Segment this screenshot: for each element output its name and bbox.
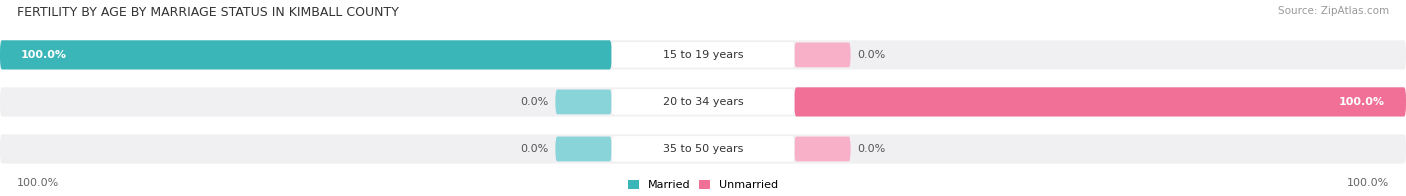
Text: 35 to 50 years: 35 to 50 years — [662, 144, 744, 154]
Text: 0.0%: 0.0% — [858, 50, 886, 60]
FancyBboxPatch shape — [555, 137, 612, 161]
FancyBboxPatch shape — [612, 136, 794, 162]
FancyBboxPatch shape — [0, 87, 1406, 116]
Text: 100.0%: 100.0% — [17, 178, 59, 188]
FancyBboxPatch shape — [794, 43, 851, 67]
Text: 20 to 34 years: 20 to 34 years — [662, 97, 744, 107]
Text: 0.0%: 0.0% — [520, 144, 548, 154]
Text: 0.0%: 0.0% — [520, 97, 548, 107]
Legend: Married, Unmarried: Married, Unmarried — [627, 180, 779, 191]
Text: 100.0%: 100.0% — [1339, 97, 1385, 107]
FancyBboxPatch shape — [0, 40, 1406, 69]
Text: 100.0%: 100.0% — [21, 50, 67, 60]
FancyBboxPatch shape — [794, 87, 1406, 116]
FancyBboxPatch shape — [0, 40, 612, 69]
FancyBboxPatch shape — [794, 137, 851, 161]
Text: 100.0%: 100.0% — [1347, 178, 1389, 188]
FancyBboxPatch shape — [612, 89, 794, 115]
FancyBboxPatch shape — [0, 134, 1406, 163]
Text: Source: ZipAtlas.com: Source: ZipAtlas.com — [1278, 6, 1389, 16]
FancyBboxPatch shape — [612, 42, 794, 68]
Text: 15 to 19 years: 15 to 19 years — [662, 50, 744, 60]
Text: 0.0%: 0.0% — [858, 144, 886, 154]
FancyBboxPatch shape — [555, 90, 612, 114]
Text: FERTILITY BY AGE BY MARRIAGE STATUS IN KIMBALL COUNTY: FERTILITY BY AGE BY MARRIAGE STATUS IN K… — [17, 6, 399, 19]
